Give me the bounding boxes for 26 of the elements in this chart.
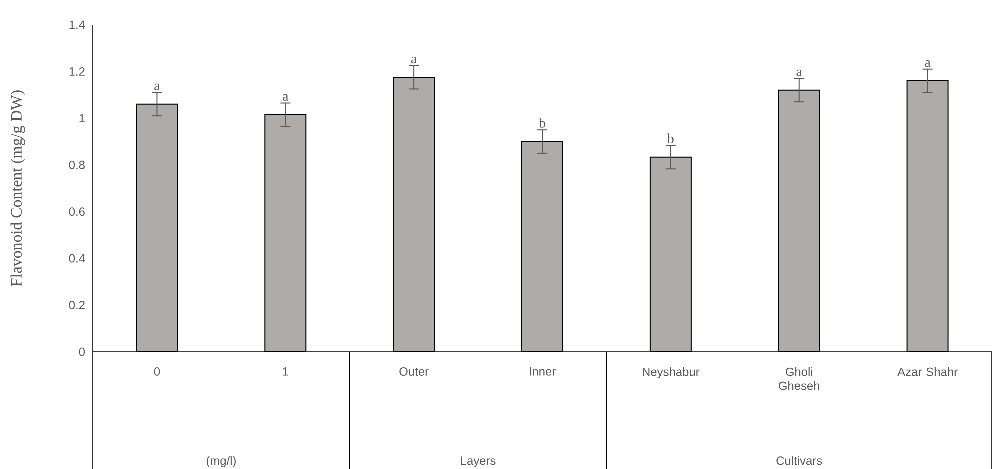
annotation: a [925, 60, 931, 68]
annotation: a [283, 94, 289, 102]
y-tick-label: 0.4 [69, 254, 86, 263]
y-tick-label: 0.6 [69, 208, 85, 216]
text: Layers [461, 456, 496, 468]
text: Cultivars [776, 456, 822, 466]
x-tick-label: 1 [283, 368, 288, 376]
x-tick-label: Neyshabur [643, 368, 700, 379]
y-tick-label: 0.2 [69, 301, 85, 310]
y-tick-label: 1 [80, 114, 85, 123]
x-tick-label: Outer [400, 368, 429, 376]
text: (mg/l) [206, 456, 236, 468]
x-tick-label: 0 [154, 368, 160, 376]
y-tick-label: 0.8 [69, 160, 85, 170]
x-tick-label: Gholi Gheseh [779, 368, 820, 390]
y-tick-label: 1.2 [70, 68, 85, 76]
annotation: a [796, 70, 802, 77]
annotation: b [667, 134, 674, 144]
annotation: a [411, 56, 417, 64]
y-tick-label: 0 [79, 348, 86, 356]
x-tick-label: Azar Shahr [898, 368, 958, 376]
y-tick-label: 1.4 [70, 20, 86, 30]
annotation: a [154, 84, 160, 91]
y-axis-title: Flavonoid Content (mg/g DW) [10, 90, 26, 287]
x-tick-label: Inner [530, 368, 556, 376]
annotation: b [539, 118, 546, 128]
